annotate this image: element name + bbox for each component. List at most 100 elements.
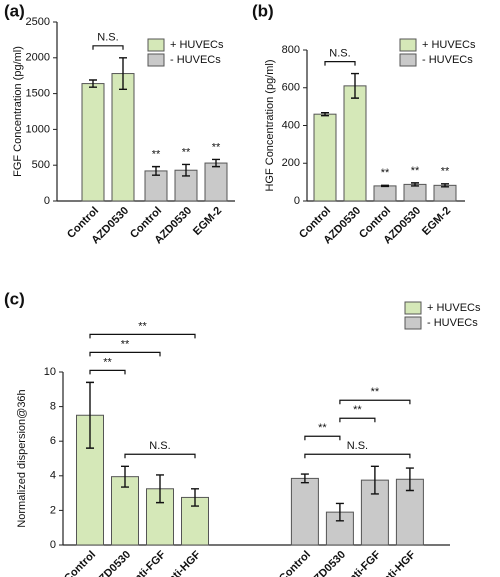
legend-label: + HUVECs [170,39,224,51]
error-bar [89,79,97,88]
significance-label: ** [353,404,362,416]
y-tick-label: 800 [282,44,300,56]
panel-label: (c) [4,289,25,308]
bar [343,85,367,202]
legend-swatch [147,38,165,52]
y-tick-label: 1500 [26,88,50,100]
significance-label: ** [441,166,450,178]
significance-label: ** [411,165,420,177]
y-tick-label: 2 [50,504,56,516]
y-tick-label: 6 [50,435,56,447]
y-tick-label: 2500 [26,16,50,28]
error-bar [119,57,127,91]
significance-label: ** [381,167,390,179]
error-bar [405,467,414,492]
legend-swatch [404,301,422,315]
x-tick-label: Control [277,549,313,577]
significance-label: ** [152,149,161,161]
y-axis-label: HGF Concentration (pg/ml) [264,59,276,191]
legend-swatch [399,53,417,67]
error-bar [321,111,329,117]
error-bar [121,465,129,488]
y-tick-label: 0 [294,195,300,207]
bracket [339,417,376,423]
bar [111,476,139,546]
x-tick-label: anti-HGF [162,549,204,577]
y-tick-label: 200 [282,157,300,169]
y-tick-label: 4 [50,470,56,482]
y-tick-label: 2000 [26,52,50,64]
y-tick-label: 400 [282,119,300,131]
bracket [324,60,356,66]
bar [373,185,397,202]
bracket [89,351,161,357]
y-axis-label: FGF Concentration (pg/ml) [12,46,24,177]
bar [313,113,337,202]
legend-label: - HUVECs [170,54,221,66]
bracket [124,453,196,459]
bracket [89,333,196,339]
significance-label: ** [138,320,147,332]
error-bar [335,502,344,522]
error-bar [411,182,419,187]
error-bar [152,165,160,176]
significance-label: ** [318,422,327,434]
legend-label: - HUVECs [422,54,473,66]
significance-label: ** [371,386,380,398]
bar [204,162,228,202]
bar [111,73,135,202]
error-bar [212,158,220,168]
x-tick-label: EGM-2 [191,205,224,238]
bar [403,183,427,202]
significance-label: ** [212,141,221,153]
error-bar [441,183,449,188]
y-tick-label: 1000 [26,123,50,135]
significance-label: ** [121,338,130,350]
x-tick-label: AZD0530 [306,549,348,577]
legend-swatch [399,38,417,52]
bracket [304,435,341,441]
x-tick-label: anti-HGF [377,549,419,577]
x-tick-label: anti-FGF [343,548,384,577]
bracket [89,369,126,375]
y-tick-label: 10 [44,366,56,378]
y-tick-label: 600 [282,82,300,94]
bracket [92,45,124,50]
legend-swatch [147,53,165,67]
legend-label: + HUVECs [427,302,481,314]
legend-label: + HUVECs [422,39,476,51]
y-tick-label: 500 [32,159,50,171]
error-bar [86,381,94,449]
significance-label: ** [103,356,112,368]
legend-label: - HUVECs [427,317,478,329]
error-bar [351,72,359,99]
x-tick-label: AZD0530 [91,549,133,577]
y-tick-label: 0 [50,539,56,551]
bracket [339,399,411,405]
significance-label: N.S. [329,48,350,60]
error-bar [370,465,379,495]
significance-label: N.S. [347,440,368,452]
legend-swatch [404,316,422,330]
bar [433,184,457,202]
error-bar [182,163,190,177]
bar [290,477,319,546]
y-tick-label: 0 [44,195,50,207]
error-bar [381,184,389,188]
x-tick-label: Control [62,549,98,577]
x-tick-label: EGM-2 [420,205,453,238]
bar [81,83,105,202]
significance-label: ** [182,146,191,158]
significance-label: N.S. [149,440,170,452]
x-tick-label: anti-FGF [128,548,169,577]
bracket [304,453,411,459]
y-tick-label: 8 [50,401,56,413]
error-bar [191,488,199,507]
y-axis-label: Normalized dispersion@36h [16,389,28,527]
significance-label: N.S. [97,32,118,44]
error-bar [156,474,164,504]
panel-label: (a) [4,1,25,20]
panel-label: (b) [252,1,274,20]
error-bar [300,473,309,484]
